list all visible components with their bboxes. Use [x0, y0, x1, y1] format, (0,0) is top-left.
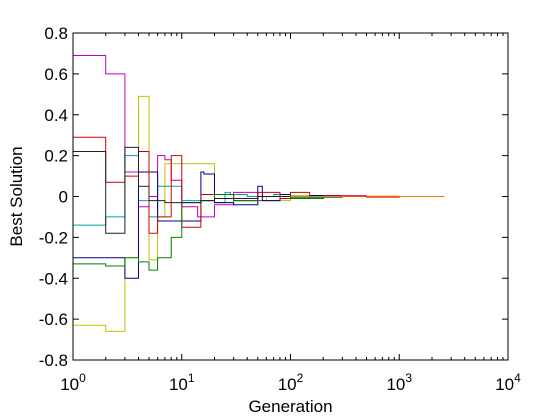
series-layer [73, 55, 445, 332]
y-tick-label: -0.6 [39, 310, 68, 329]
y-tick-label: 0 [59, 188, 68, 207]
x-tick-label: 103 [386, 371, 412, 394]
y-tick-label: -0.4 [39, 269, 68, 288]
x-tick-label: 104 [495, 371, 521, 394]
y-axis-label: Best Solution [7, 146, 26, 246]
x-axis-label: Generation [248, 397, 332, 416]
y-tick-label: 0.2 [44, 147, 68, 166]
series-line-7 [73, 146, 324, 234]
x-tick-label: 100 [60, 371, 86, 394]
y-tick-label: 0.6 [44, 65, 68, 84]
tick-labels-layer: 100 101 102 103 104 0.8 0.6 0.4 0.2 0 -0.2 -0.4 -0.6… [39, 24, 521, 394]
ticks-layer [72, 32, 509, 361]
y-tick-label: 0.8 [44, 24, 68, 43]
x-tick-label: 102 [278, 371, 304, 394]
y-tick-label: -0.2 [39, 228, 68, 247]
y-tick-label: -0.8 [39, 351, 68, 370]
y-tick-label: 0.4 [44, 106, 68, 125]
x-tick-label: 101 [169, 371, 195, 394]
